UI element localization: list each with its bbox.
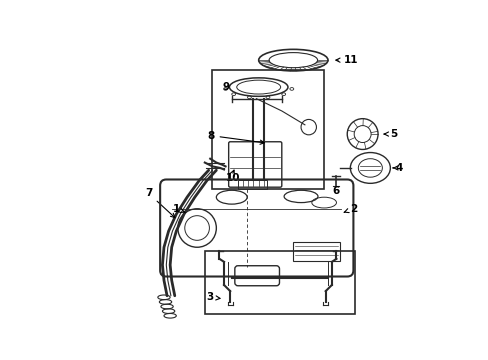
Text: 11: 11 (335, 55, 358, 65)
Bar (238, 180, 266, 189)
Bar (204, 251, 354, 314)
Text: 9: 9 (222, 82, 229, 92)
Text: 1: 1 (172, 204, 185, 214)
Text: 5: 5 (383, 129, 396, 139)
Text: 4: 4 (392, 163, 403, 173)
Text: 3: 3 (206, 292, 220, 302)
Bar (212, 70, 324, 189)
Bar (293, 242, 339, 261)
Text: 8: 8 (207, 131, 264, 144)
Text: 10: 10 (225, 172, 240, 183)
Text: 2: 2 (344, 204, 356, 214)
Text: 6: 6 (331, 186, 339, 195)
Text: 7: 7 (144, 188, 175, 217)
